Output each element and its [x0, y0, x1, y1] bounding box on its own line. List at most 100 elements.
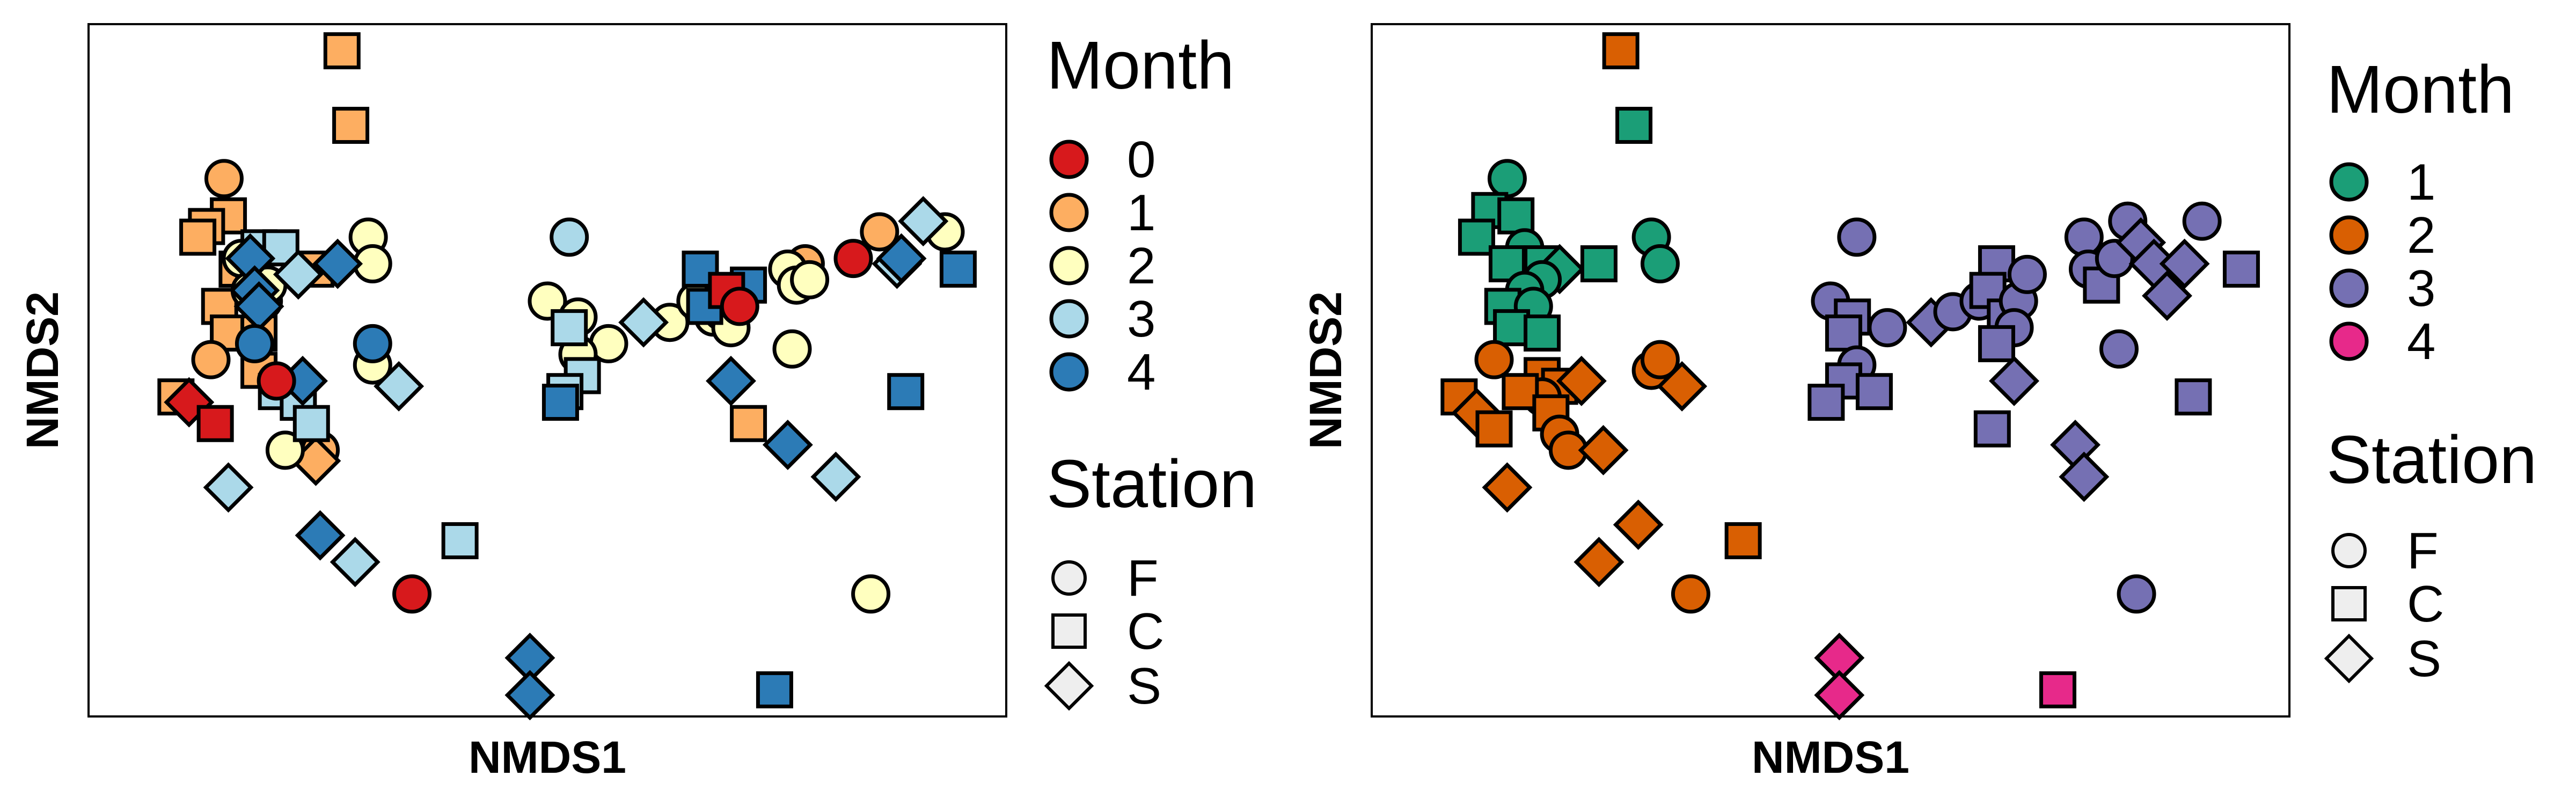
point-diamond: [1574, 537, 1624, 588]
legend-swatch: [1049, 299, 1089, 339]
legend-item-month-2: 2: [1049, 237, 1155, 295]
point-square: [441, 522, 479, 560]
point-square: [1724, 522, 1762, 560]
legend-item-station-s: S: [2324, 630, 2441, 687]
point-circle: [2117, 574, 2156, 614]
point-square: [1458, 218, 1495, 256]
point-circle: [1640, 244, 1680, 284]
point-circle: [2099, 329, 2139, 369]
point-square: [887, 373, 925, 411]
point-square: [332, 107, 370, 144]
point-diamond: [374, 361, 425, 412]
legend-station-right: Station F C S: [2324, 422, 2537, 687]
legend-month-right: Month 1 2 3 4: [2326, 52, 2514, 370]
point-square: [1475, 410, 1513, 448]
point-square: [1524, 314, 1561, 352]
legend-shape-circle: [2331, 533, 2367, 568]
scatter-points-left: [157, 32, 977, 721]
point-square: [1855, 373, 1893, 411]
point-diamond: [1578, 425, 1629, 475]
legend-title-month-left: Month: [1046, 27, 1234, 103]
legend-swatch: [2329, 162, 2369, 202]
point-square: [541, 384, 579, 421]
point-square: [2039, 671, 2076, 708]
point-circle: [2182, 201, 2222, 241]
legend-shape-diamond: [1044, 661, 1094, 711]
legend-label: F: [2407, 522, 2439, 580]
legend-title-station-right: Station: [2326, 422, 2537, 497]
panel-month-0-4: NMDS1 NMDS2 Month 0 1 2 3 4: [17, 23, 1257, 782]
point-square: [756, 671, 793, 708]
point-circle: [772, 329, 812, 369]
legend-swatch: [2329, 321, 2369, 361]
legend-label: 2: [2407, 207, 2435, 264]
legend-item-station-f: F: [2331, 522, 2439, 580]
point-square: [1973, 410, 2011, 448]
legend-station-left: Station F C S: [1044, 446, 1257, 715]
y-axis-title-right: NMDS2: [1300, 291, 1351, 449]
legend-label: 4: [1127, 343, 1155, 401]
point-diamond: [203, 462, 254, 513]
y-axis-title-left: NMDS2: [17, 291, 68, 449]
point-diamond: [618, 297, 669, 348]
point-square: [1978, 325, 2015, 362]
scatter-points-right: [1440, 32, 2260, 721]
point-square: [2222, 250, 2260, 288]
point-diamond: [330, 537, 380, 588]
point-square: [323, 32, 361, 70]
point-diamond: [762, 419, 813, 470]
point-square: [1807, 384, 1845, 421]
legend-item-month-2: 2: [2329, 207, 2435, 264]
legend-swatch: [2329, 215, 2369, 255]
point-square: [1615, 107, 1653, 144]
point-circle: [235, 324, 274, 363]
legend-item-month-1: 1: [2329, 153, 2435, 211]
point-circle: [392, 574, 432, 614]
point-square: [1602, 32, 1640, 70]
point-circle: [1837, 217, 1877, 257]
point-diamond: [2159, 238, 2210, 289]
legend-shape-circle: [1051, 560, 1087, 596]
point-square: [1493, 309, 1531, 347]
legend-item-month-3: 3: [2329, 260, 2435, 317]
point-square: [292, 405, 330, 442]
legend-label: C: [2407, 575, 2444, 633]
point-circle: [720, 287, 759, 326]
legend-item-station-f: F: [1051, 550, 1159, 607]
point-diamond: [1482, 462, 1533, 513]
point-circle: [204, 159, 244, 199]
legend-label: 4: [2407, 313, 2435, 370]
point-diamond: [2142, 270, 2192, 321]
point-square: [1497, 197, 1535, 235]
legend-label: 3: [2407, 260, 2435, 317]
point-diamond: [876, 233, 927, 284]
legend-item-station-c: C: [1051, 603, 1164, 660]
legend-title-station-left: Station: [1046, 446, 1257, 522]
legend-label: 1: [1127, 184, 1155, 241]
point-square: [1825, 314, 1862, 352]
legend-item-month-4: 4: [1049, 343, 1155, 401]
legend-item-month-0: 0: [1049, 131, 1155, 188]
point-circle: [2007, 254, 2047, 294]
point-circle: [257, 361, 296, 401]
legend-item-month-1: 1: [1049, 184, 1155, 241]
point-diamond: [810, 451, 861, 502]
point-square: [1502, 373, 1539, 411]
x-axis-title-left: NMDS1: [469, 732, 626, 782]
legend-label: F: [1127, 550, 1159, 607]
legend-item-station-s: S: [1044, 657, 1161, 715]
point-circle: [851, 574, 891, 614]
legend-label: 2: [1127, 237, 1155, 295]
legend-swatch: [1049, 140, 1089, 179]
point-square: [730, 405, 767, 442]
point-circle: [833, 239, 873, 279]
legend-label: 0: [1127, 131, 1155, 188]
x-axis-title-right: NMDS1: [1752, 732, 1909, 782]
point-diamond: [1613, 499, 1664, 550]
legend-item-month-3: 3: [1049, 290, 1155, 348]
legend-shape-square: [2331, 586, 2367, 621]
point-square: [179, 218, 217, 256]
panel-month-1-4: NMDS1 NMDS2 Month 1 2 3 4 Station: [1300, 23, 2537, 782]
legend-month-left: Month 0 1 2 3 4: [1046, 27, 1234, 401]
